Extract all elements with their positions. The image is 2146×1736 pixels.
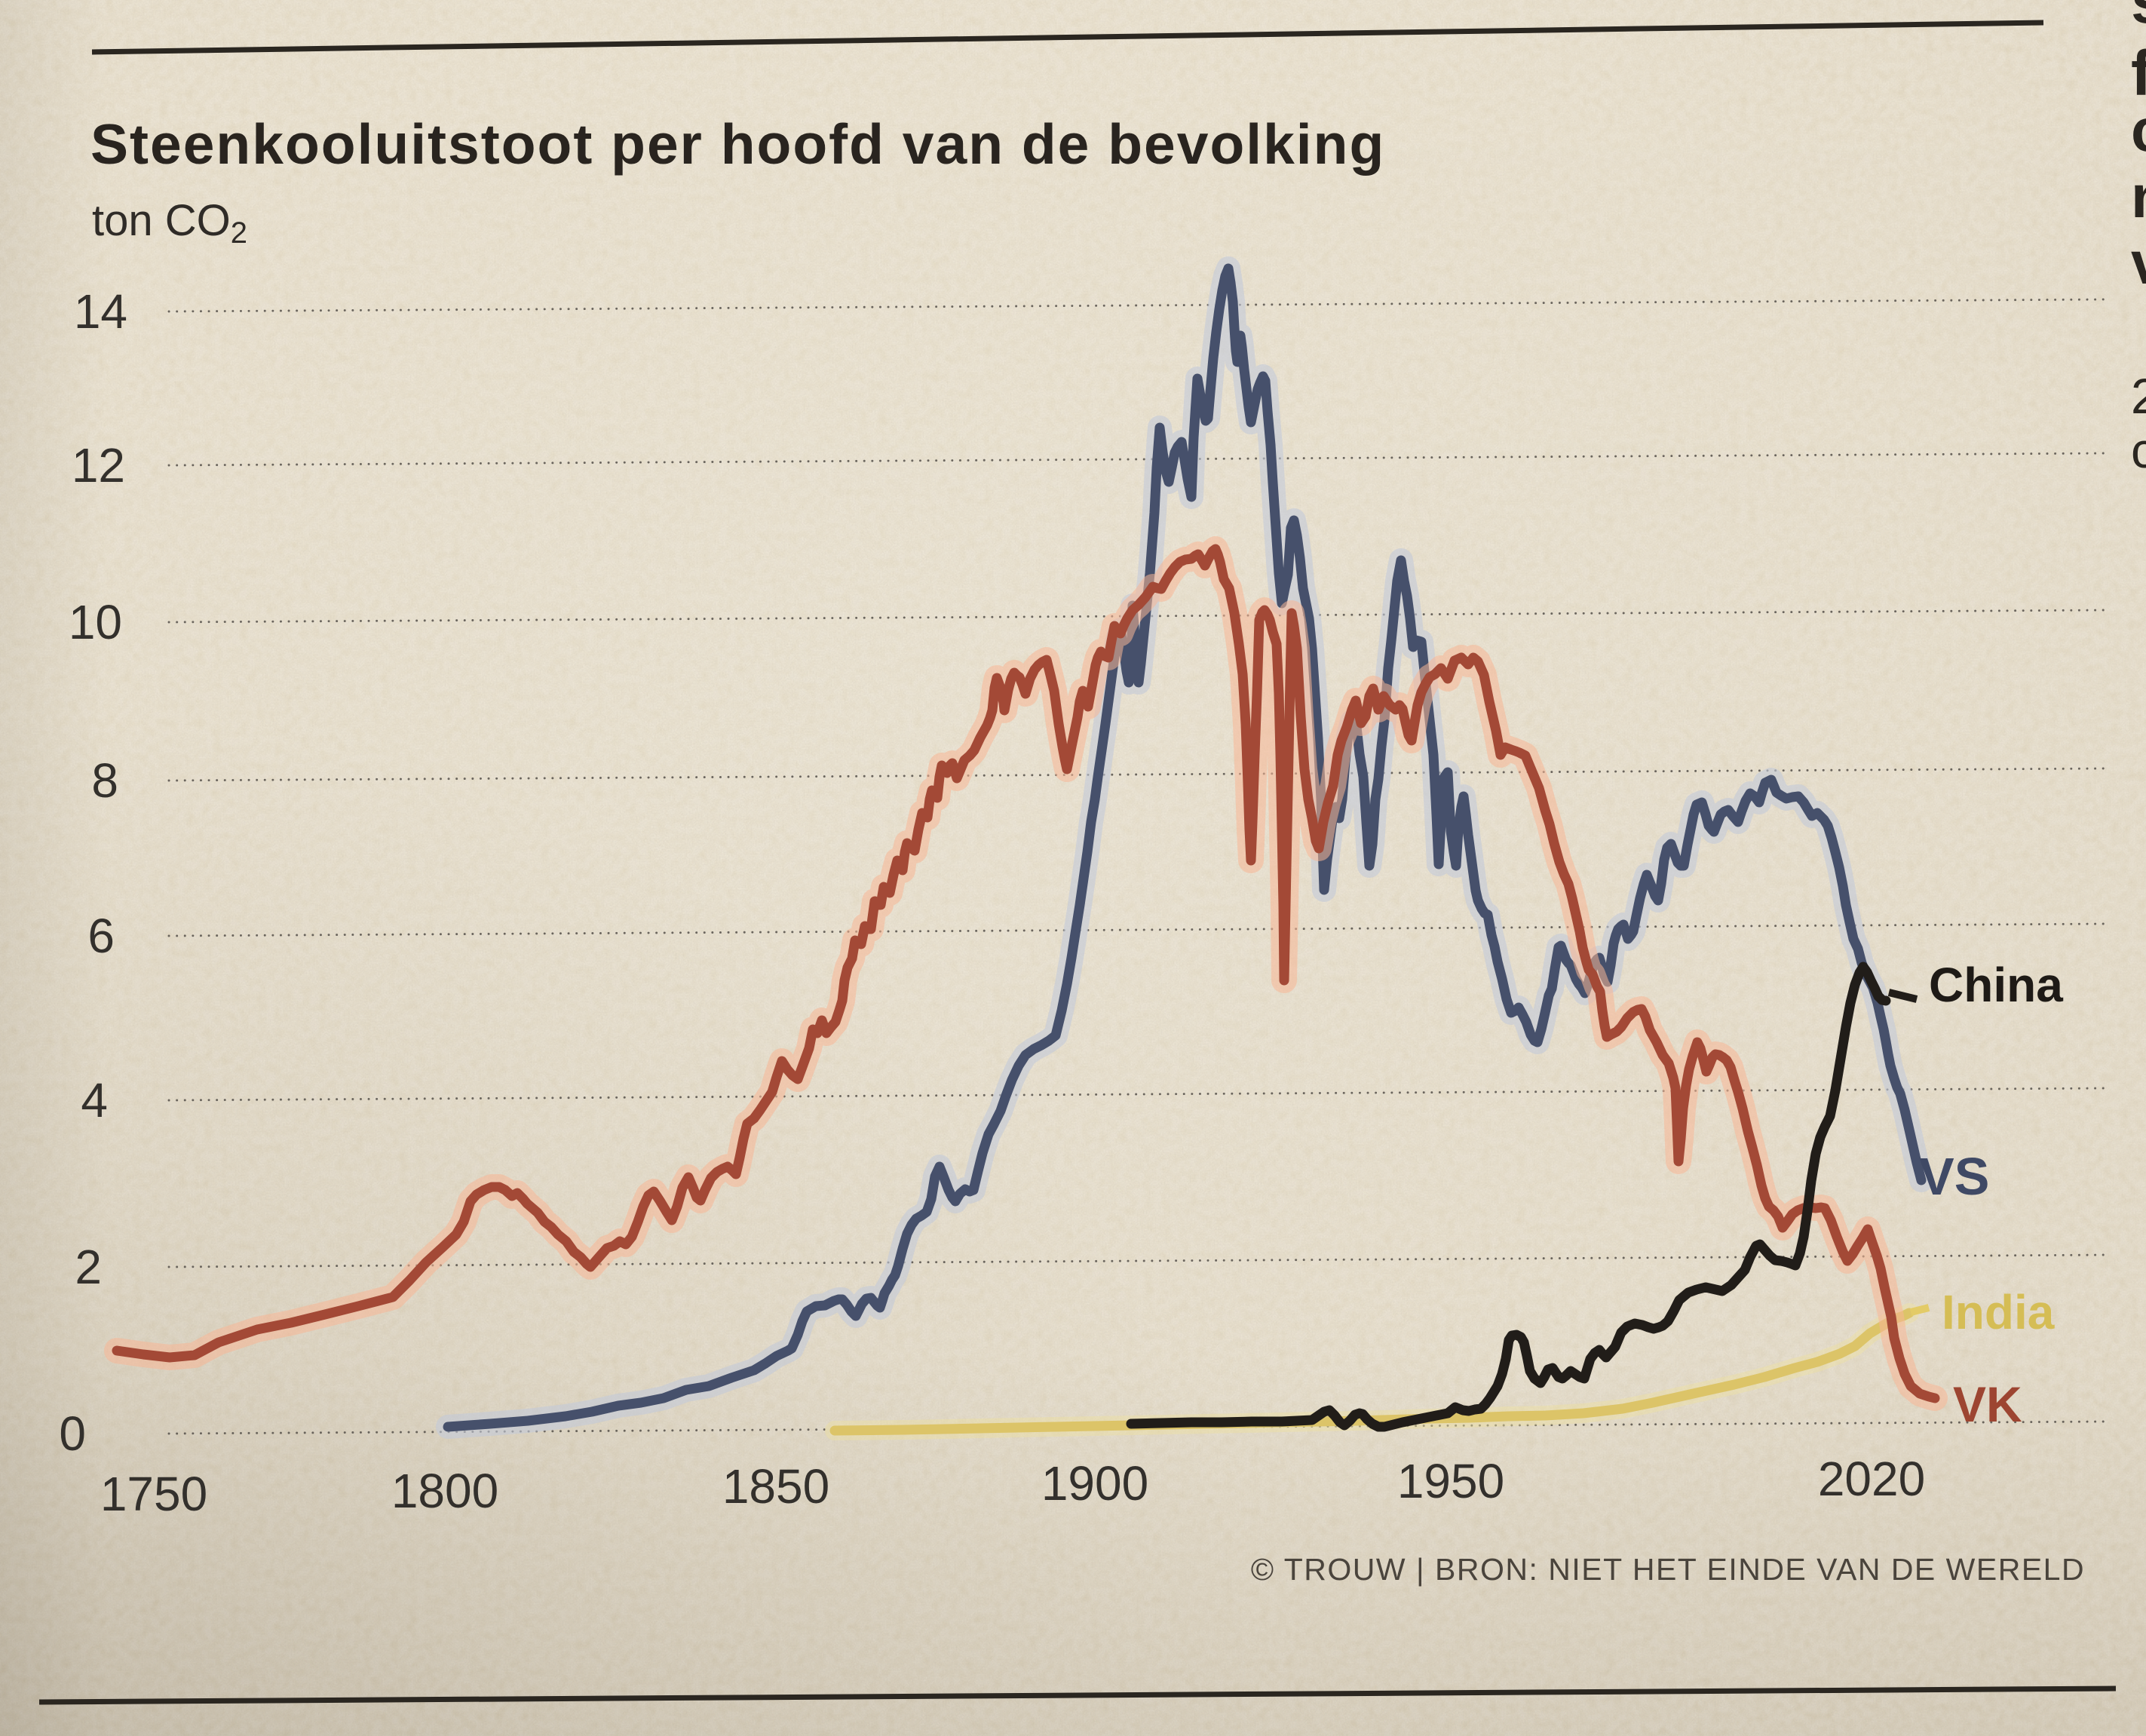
svg-text:2020: 2020	[1818, 1452, 1925, 1506]
svg-text:14: 14	[74, 284, 127, 339]
svg-text:ton CO2: ton CO2	[92, 196, 247, 250]
svg-text:s: s	[2131, 0, 2146, 36]
svg-text:2: 2	[2131, 368, 2146, 424]
svg-text:India: India	[1942, 1285, 2055, 1339]
svg-text:2: 2	[75, 1240, 102, 1294]
svg-text:China: China	[1929, 958, 2063, 1012]
svg-text:1900: 1900	[1041, 1456, 1148, 1511]
svg-text:6: 6	[87, 909, 115, 963]
svg-text:1950: 1950	[1397, 1454, 1504, 1508]
svg-text:c: c	[2131, 422, 2146, 478]
svg-text:© TROUW | BRON: NIET HET EINDE: © TROUW | BRON: NIET HET EINDE VAN DE WE…	[1251, 1552, 2085, 1587]
svg-text:12: 12	[72, 438, 125, 492]
svg-text:c: c	[2131, 97, 2146, 164]
svg-text:n: n	[2131, 163, 2146, 230]
svg-text:VK: VK	[1953, 1376, 2022, 1432]
svg-text:Steenkooluitstoot per hoofd va: Steenkooluitstoot per hoofd van de bevol…	[90, 112, 1385, 176]
svg-text:VS: VS	[1919, 1147, 1989, 1206]
svg-text:1800: 1800	[391, 1464, 498, 1518]
svg-text:f: f	[2131, 38, 2146, 109]
svg-text:8: 8	[91, 753, 118, 808]
svg-text:v: v	[2131, 229, 2146, 296]
svg-text:10: 10	[69, 595, 122, 649]
svg-text:0: 0	[59, 1406, 86, 1461]
svg-text:1850: 1850	[722, 1459, 829, 1514]
svg-text:4: 4	[81, 1073, 108, 1127]
svg-text:1750: 1750	[100, 1467, 207, 1521]
